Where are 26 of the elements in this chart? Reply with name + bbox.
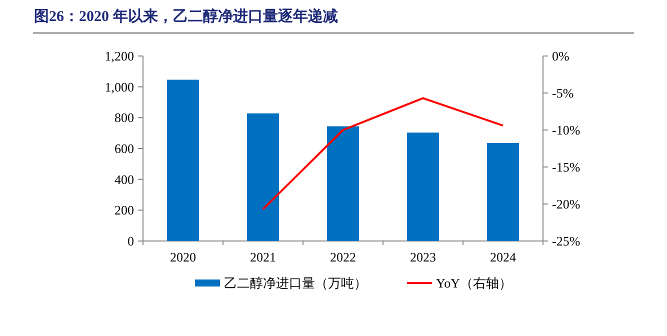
legend-label: 乙二醇净进口量（万吨） — [224, 276, 367, 290]
x-tick-label: 2024 — [490, 250, 516, 264]
y2-tick-label: -15% — [552, 160, 580, 174]
y-tick-label: 1,200 — [104, 48, 134, 64]
bar — [167, 80, 199, 241]
y2-tick-label: -25% — [552, 234, 580, 248]
y2-tick-label: -5% — [552, 86, 574, 100]
bar — [487, 142, 519, 241]
y2-tick-label: -20% — [552, 196, 580, 212]
y-tick-label: 400 — [114, 172, 134, 187]
bar — [327, 126, 359, 241]
bar — [407, 132, 439, 241]
legend-label: YoY（右轴） — [436, 276, 512, 290]
y-tick-label: 200 — [114, 202, 134, 218]
x-tick-label: 2022 — [330, 250, 356, 264]
x-tick-label: 2020 — [170, 250, 196, 264]
bar — [247, 113, 279, 241]
y-tick-label: 800 — [114, 110, 134, 126]
x-tick-label: 2023 — [410, 250, 436, 264]
chart-title: 图26：2020 年以来，乙二醇净进口量逐年递减 — [34, 7, 338, 25]
y2-tick-label: -10% — [552, 122, 580, 138]
y-tick-label: 1,000 — [104, 79, 134, 94]
y2-tick-label: 0% — [552, 48, 570, 64]
y-tick-label: 0 — [128, 234, 134, 248]
x-tick-label: 2021 — [250, 250, 276, 264]
y-tick-label: 600 — [114, 141, 134, 156]
